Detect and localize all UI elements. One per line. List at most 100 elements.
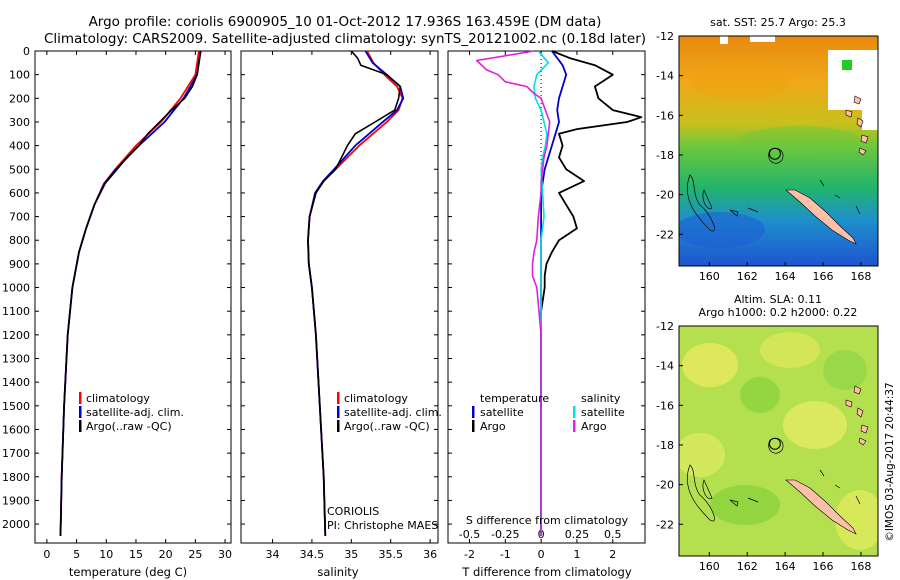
lat-tick-label: -16 [656, 109, 674, 122]
legend-swatch-argo [79, 420, 82, 432]
sla-patch [760, 332, 820, 368]
x-tick-label: 36 [423, 548, 437, 561]
difference-xlabel: T difference from climatology [461, 565, 632, 579]
depth-tick-label: 800 [9, 234, 30, 247]
depth-tick-label: 200 [9, 92, 30, 105]
x-tick-label: 35.5 [378, 548, 403, 561]
argo-position-marker [768, 437, 781, 450]
legend-swatch-argo [337, 420, 340, 432]
difference-xlabel-top: S difference from climatology [466, 514, 629, 527]
lon-tick-label: 166 [813, 560, 834, 573]
lon-tick-label: 164 [775, 270, 796, 283]
sla-map [679, 326, 878, 556]
sla-patch [835, 490, 878, 550]
legend-swatch-s-argo [573, 420, 576, 432]
x-tick-label: 2 [609, 548, 616, 561]
sst-missing-data [750, 36, 775, 42]
sla-island [845, 385, 869, 446]
x-tick-label: 15 [129, 548, 143, 561]
legend-label-satellite: satellite-adj. clim. [344, 406, 442, 419]
depth-tick-label: 1300 [2, 353, 30, 366]
lon-tick-label: 162 [737, 560, 758, 573]
depth-tick-label: 1600 [2, 423, 30, 436]
sla-patch [682, 343, 738, 387]
lon-tick-label: 160 [699, 560, 720, 573]
lat-tick-label: -20 [656, 479, 674, 492]
legend-swatch-t-satellite [472, 406, 475, 418]
salinity-legend: climatology satellite-adj. clim. Argo(..… [337, 392, 442, 433]
legend-label-argo: Argo(..raw -QC) [86, 420, 172, 433]
legend-label-argo: Argo(..raw -QC) [344, 420, 430, 433]
x-tick-label: 0 [43, 548, 50, 561]
x-tick-label: 34.5 [300, 548, 325, 561]
legend-label-t-argo: Argo [480, 420, 506, 433]
series-line-argo [59, 50, 202, 536]
x-tick-label: 0 [538, 548, 545, 561]
sst-map-frame [678, 35, 879, 267]
sla-map-title-2: Argo h1000: 0.2 h2000: 0.22 [699, 306, 858, 319]
lat-tick-label: -14 [656, 70, 674, 83]
title-line-2: Climatology: CARS2009. Satellite-adjuste… [44, 31, 646, 47]
x-tick-label: 25 [188, 548, 202, 561]
lon-tick-label: 168 [850, 560, 871, 573]
legend-label-s-argo: Argo [581, 420, 607, 433]
pi-note: PI: Christophe MAES [327, 519, 438, 532]
x-tick-label: 34 [266, 548, 280, 561]
series-line-s_argo [475, 50, 551, 536]
x-tick-label: 35 [344, 548, 358, 561]
depth-tick-label: 1700 [2, 447, 30, 460]
depth-tick-label: 1400 [2, 376, 30, 389]
sst-patch [679, 212, 765, 248]
lon-tick-label: 168 [850, 270, 871, 283]
depth-tick-label: 600 [9, 187, 30, 200]
salinity-xlabel: salinity [317, 565, 358, 579]
series-line-climatology [59, 50, 200, 536]
imos-credit: ©IMOS 03-Aug-2017 20:44:37 [884, 382, 896, 541]
temperature-legend: climatology satellite-adj. clim. Argo(..… [79, 392, 184, 433]
sst-missing-data [862, 100, 878, 130]
depth-axis: 0100200300400500600700800900100011001200… [2, 45, 645, 561]
sst-patch [690, 60, 790, 100]
argo-position-marker [768, 147, 781, 160]
sla-map-title-1: Altim. SLA: 0.11 [734, 293, 822, 306]
institution-note: CORIOLIS [327, 505, 379, 518]
legend-label-t-satellite: satellite [480, 406, 524, 419]
depth-tick-label: 1900 [2, 494, 30, 507]
legend-swatch-s-satellite [573, 406, 576, 418]
sst-island [845, 95, 869, 156]
legend-label-climatology: climatology [344, 392, 408, 405]
lat-tick-label: -18 [656, 149, 674, 162]
lat-tick-label: -20 [656, 189, 674, 202]
sst-coastline [785, 189, 857, 245]
legend-swatch-satellite [337, 406, 340, 418]
lon-tick-label: 164 [775, 560, 796, 573]
lat-tick-label: -12 [656, 30, 674, 43]
legend-swatch-satellite [79, 406, 82, 418]
x-tick-label: -2 [464, 548, 475, 561]
x-tick-label: 30 [218, 548, 232, 561]
sla-patch [740, 377, 780, 413]
depth-tick-label: 1000 [2, 282, 30, 295]
lat-tick-label: -22 [656, 228, 674, 241]
sla-patch [823, 350, 867, 390]
depth-tick-label: 700 [9, 211, 30, 224]
s-tick-label: -0.25 [491, 528, 519, 541]
legend-label-satellite: satellite-adj. clim. [86, 406, 184, 419]
sst-contour [686, 174, 861, 232]
depth-tick-label: 1800 [2, 471, 30, 484]
sla-patch [679, 433, 725, 477]
sla-map-frame [678, 325, 879, 557]
s-tick-label: -0.5 [459, 528, 480, 541]
temperature-panel [34, 50, 232, 544]
lon-tick-label: 160 [699, 270, 720, 283]
x-tick-label: 20 [159, 548, 173, 561]
series-line-argo [307, 50, 402, 536]
title-line-1: Argo profile: coriolis 6900905_10 01-Oct… [89, 14, 602, 30]
series-line-satellite [59, 50, 202, 536]
depth-tick-label: 400 [9, 140, 30, 153]
lat-tick-label: -14 [656, 360, 674, 373]
x-tick-label: 5 [73, 548, 80, 561]
lat-tick-label: -16 [656, 399, 674, 412]
legend-title-temperature: temperature [480, 392, 549, 405]
